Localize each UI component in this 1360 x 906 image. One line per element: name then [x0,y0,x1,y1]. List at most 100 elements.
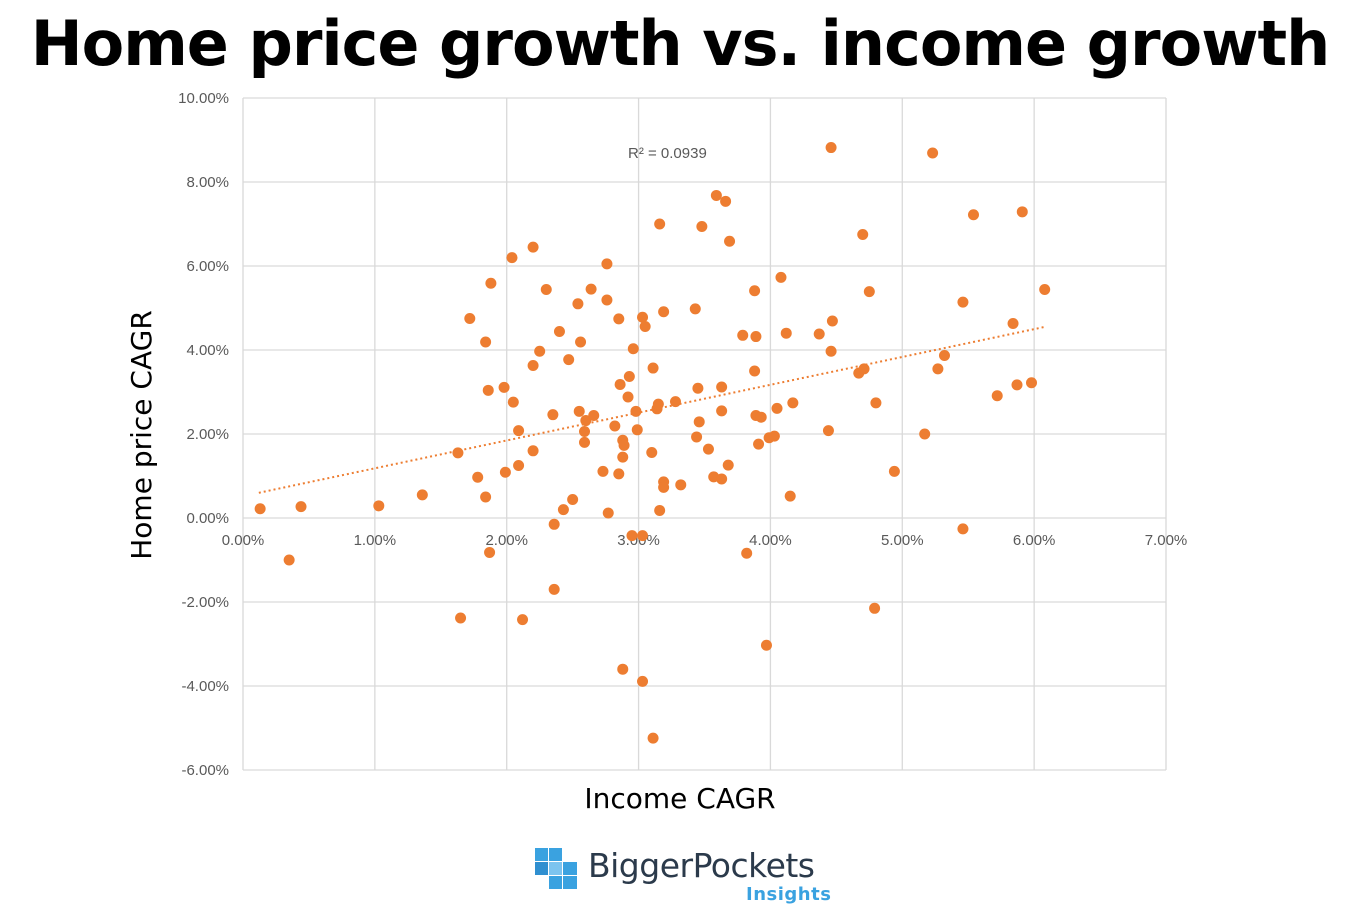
data-point [527,241,539,253]
data-point [637,675,649,687]
data-point [480,491,492,503]
data-point [613,468,625,480]
y-tick-label: 2.00% [186,426,229,443]
data-point [572,298,584,310]
data-point [689,303,701,315]
data-point [585,283,597,295]
data-point [484,546,496,558]
data-point [373,500,385,512]
data-point [618,439,630,451]
data-point [771,402,783,414]
data-point [741,547,753,559]
data-point [750,331,762,343]
data-point [888,465,900,477]
data-point [613,313,625,325]
data-point [696,221,708,233]
data-point [749,285,761,297]
data-point [737,329,749,341]
data-point [455,612,467,624]
data-point [647,732,659,744]
data-point [658,306,670,318]
data-point [602,507,614,519]
x-tick-label: 6.00% [1013,532,1056,549]
data-point [639,320,651,332]
data-point [1007,318,1019,330]
data-point [527,360,539,372]
data-point [780,327,792,339]
data-point [716,473,728,485]
data-point [825,345,837,357]
data-point [669,396,681,408]
data-point [863,286,875,298]
x-tick-labels: 0.00% 1.00% 2.00% 3.00% 4.00% 5.00% 6.00% 7.00% [222,532,1188,549]
data-point [622,391,634,403]
chart-title: Home price growth vs. income growth [30,7,1331,80]
data-point [464,313,476,324]
data-point [507,396,519,408]
x-axis-title: Income CAGR [584,782,775,815]
data-point [1016,206,1028,218]
data-point [675,479,687,491]
logo-wordmark: BiggerPockets [588,846,815,885]
data-point [623,370,635,382]
logo-subtitle: Insights [746,884,832,905]
data-point [540,284,552,296]
data-point [534,345,546,357]
data-point [760,639,772,651]
data-point [658,481,670,493]
grid-lines [242,97,1167,771]
data-point [870,397,882,409]
logo-squares-icon [535,848,577,889]
y-tick-label: 0.00% [186,510,229,527]
x-tick-label: 5.00% [881,532,924,549]
data-point [722,459,734,471]
data-point [547,409,559,421]
data-point [1039,284,1051,296]
data-point [513,425,525,437]
data-point [617,663,629,675]
data-point [787,397,799,409]
data-point [553,326,565,338]
data-point [609,420,621,432]
data-point [710,189,722,201]
data-point [957,523,969,535]
data-point [784,490,796,502]
data-point [527,445,539,457]
data-point [991,390,1003,402]
data-point [716,381,728,393]
data-point [573,405,585,417]
y-tick-label: -6.00% [181,762,229,779]
data-point [938,349,950,361]
data-point [927,147,939,159]
data-point [548,518,560,530]
data-point [813,328,825,340]
data-point [825,142,837,154]
data-point [557,504,569,516]
data-point [919,428,931,440]
x-tick-label: 7.00% [1145,532,1188,549]
data-point [499,466,511,478]
data-point [637,311,649,323]
data-point [755,411,767,423]
data-points [254,142,1051,744]
data-point [857,229,869,240]
data-point [1011,379,1023,391]
data-point [768,430,780,442]
data-point [626,530,638,542]
y-tick-labels: 10.00% 8.00% 6.00% 4.00% 2.00% 0.00% -2.00% -4.… [178,90,229,779]
x-tick-label: 2.00% [485,532,528,549]
data-point [254,503,266,515]
data-point [575,336,587,348]
data-point [691,431,703,443]
data-point [563,354,575,366]
data-point [647,362,659,374]
data-point [753,438,765,450]
data-point [614,378,626,390]
y-tick-label: 8.00% [186,174,229,191]
data-point [724,235,736,247]
data-point [702,443,714,455]
data-point [480,336,492,348]
data-point [822,425,834,437]
y-axis-title: Home price CAGR [125,310,158,560]
data-point [932,363,944,375]
